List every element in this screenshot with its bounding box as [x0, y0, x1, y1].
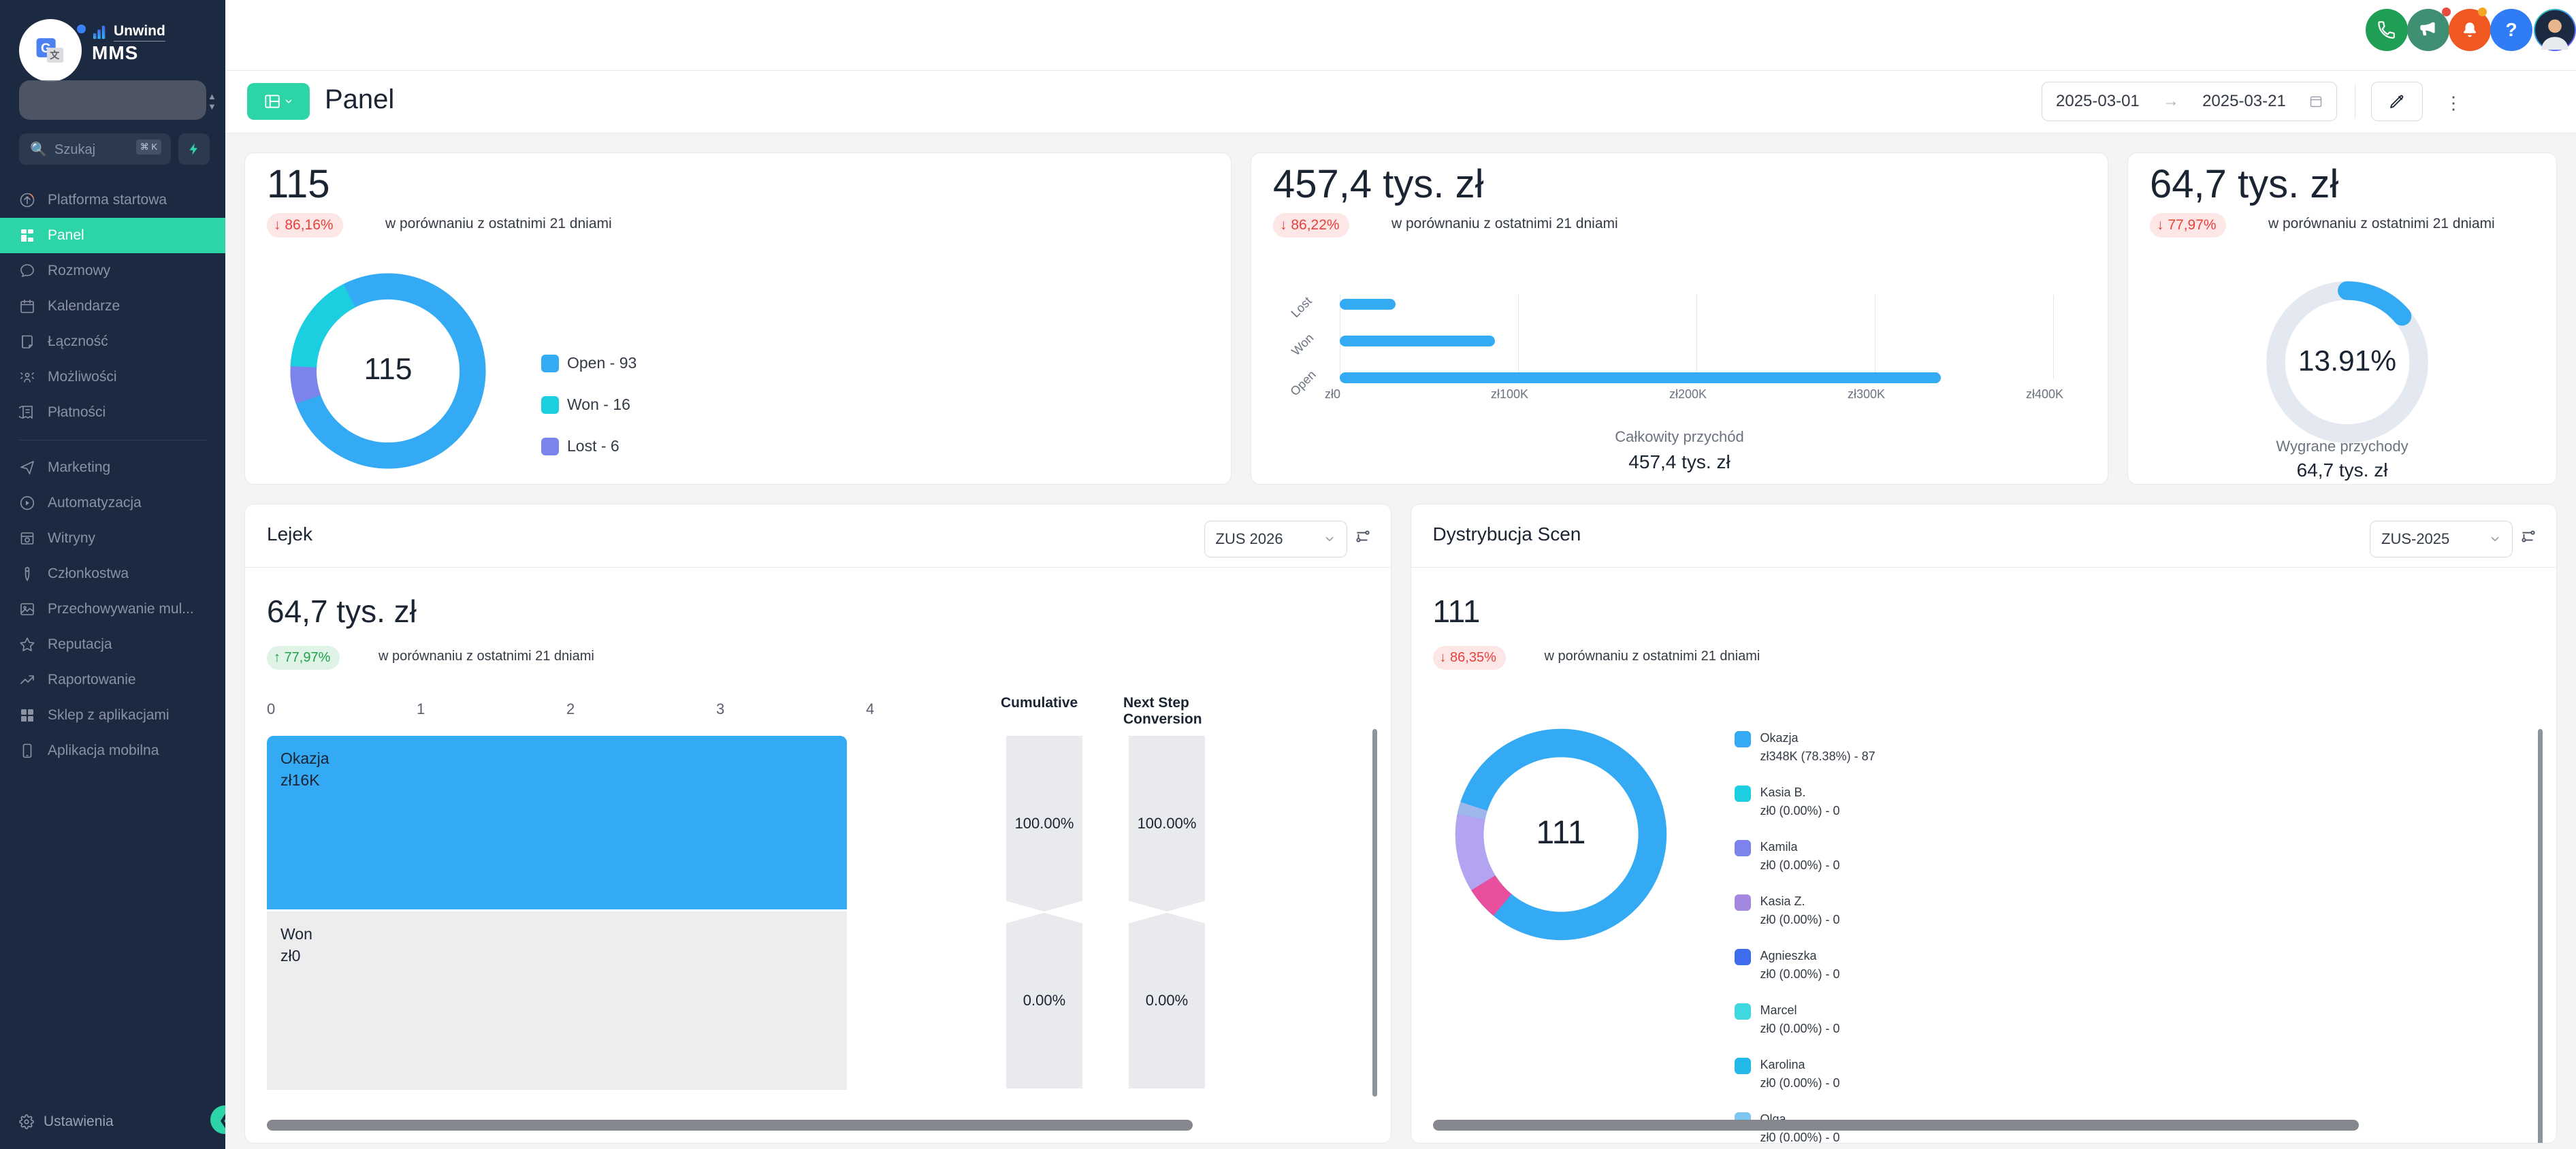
svg-text:13.91%: 13.91% — [2298, 346, 2396, 378]
svg-text:115: 115 — [364, 353, 413, 386]
svg-text:文: 文 — [50, 50, 60, 61]
svg-text:111: 111 — [1536, 815, 1585, 851]
